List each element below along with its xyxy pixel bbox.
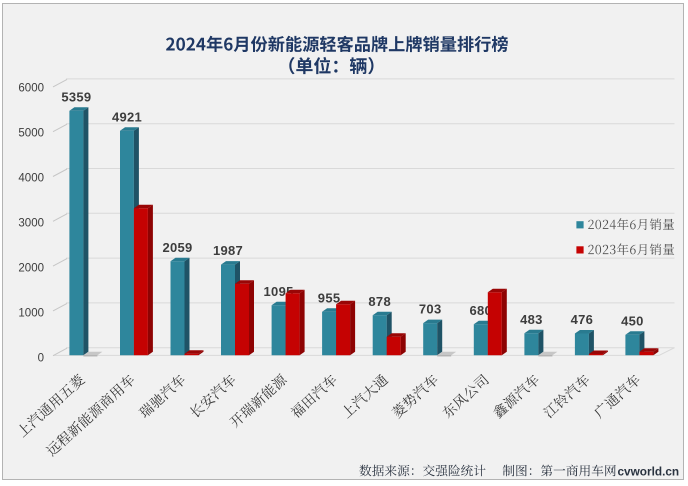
svg-text:1987: 1987 <box>213 243 243 258</box>
svg-text:2000: 2000 <box>18 262 44 274</box>
svg-text:680: 680 <box>470 303 493 318</box>
svg-text:5000: 5000 <box>18 128 44 140</box>
svg-text:4000: 4000 <box>18 173 44 185</box>
svg-text:cvworld.cn: cvworld.cn <box>618 464 680 478</box>
svg-text:450: 450 <box>621 313 644 328</box>
svg-text:3000: 3000 <box>18 217 44 229</box>
svg-text:483: 483 <box>520 312 543 327</box>
svg-text:476: 476 <box>571 312 594 327</box>
svg-text:5359: 5359 <box>61 89 91 104</box>
svg-text:703: 703 <box>419 302 442 317</box>
svg-text:4921: 4921 <box>112 109 142 124</box>
svg-text:6000: 6000 <box>18 83 44 95</box>
svg-text:955: 955 <box>318 290 341 305</box>
svg-text:0: 0 <box>38 352 44 364</box>
svg-text:1000: 1000 <box>18 307 44 319</box>
svg-text:2059: 2059 <box>162 240 192 255</box>
svg-text:878: 878 <box>368 294 391 309</box>
